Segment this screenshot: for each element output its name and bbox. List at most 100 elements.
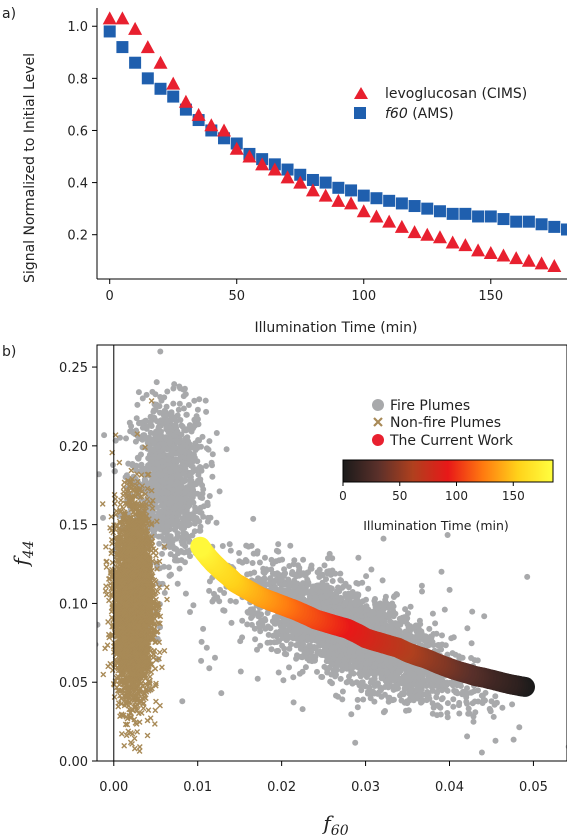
fire-plume-point <box>221 590 228 596</box>
fire-plume-point <box>320 776 326 782</box>
f60-point <box>345 184 358 197</box>
fire-plume-point <box>166 439 173 446</box>
fire-plume-point <box>330 651 337 658</box>
fire-plume-point <box>277 586 284 593</box>
fire-plume-point <box>333 588 340 595</box>
levoglucosan-point <box>344 196 359 210</box>
fire-plume-point <box>171 505 177 512</box>
fire-plume-point <box>414 686 421 693</box>
fire-plume-point <box>354 704 361 711</box>
fire-plume-point <box>327 590 333 597</box>
fire-plume-point <box>159 550 165 557</box>
panel-b-label: b) <box>2 344 16 360</box>
fire-plume-point <box>364 652 371 659</box>
fire-plume-point <box>426 625 433 632</box>
non-fire-plume-point <box>111 694 118 700</box>
fire-plume-point <box>388 658 395 665</box>
levoglucosan-point <box>305 183 320 197</box>
f60-point <box>294 168 307 181</box>
fire-plume-point <box>196 396 203 403</box>
levoglucosan-point <box>432 230 447 244</box>
fire-plume-point <box>165 564 172 571</box>
fire-plume-point <box>198 657 205 664</box>
fire-plume-point <box>478 749 485 756</box>
fire-plume-point <box>159 477 166 484</box>
fire-plume-point <box>171 545 178 552</box>
levoglucosan-point <box>255 157 270 171</box>
fire-plume-point <box>290 674 297 681</box>
fire-plume-point <box>362 660 369 667</box>
fire-plume-point <box>389 697 396 704</box>
fire-plume-point <box>155 443 162 450</box>
fire-plume-point <box>175 406 182 413</box>
fire-plume-point <box>308 587 315 594</box>
fire-plume-point <box>499 704 506 711</box>
fire-plume-point <box>492 737 499 744</box>
fire-plume-point <box>151 475 158 482</box>
fire-plume-point <box>429 684 435 691</box>
fire-plume-point <box>428 635 435 642</box>
f60-point <box>103 25 116 38</box>
fire-plume-point <box>195 437 202 443</box>
fire-plume-point <box>451 681 458 688</box>
fire-plume-point <box>384 669 391 676</box>
fire-plume-point <box>159 458 165 465</box>
fire-plume-point <box>275 669 282 676</box>
fire-plume-point <box>136 420 142 427</box>
fire-plume-point <box>151 414 158 421</box>
fire-plume-point <box>390 613 397 620</box>
levoglucosan-point <box>191 107 206 121</box>
fire-plume-point <box>187 496 194 503</box>
panel-a-x-tick-label: 0 <box>106 289 114 304</box>
fire-plume-point <box>328 671 335 678</box>
fire-plume-point <box>170 400 177 407</box>
f60-point <box>408 200 421 213</box>
fire-plume-point <box>173 438 180 445</box>
fire-plume-point <box>470 713 477 720</box>
fire-plume-point <box>321 562 328 569</box>
fire-plume-point <box>379 625 386 632</box>
fire-plume-point <box>227 597 234 604</box>
fire-plume-point <box>183 411 190 418</box>
fire-plume-point <box>182 463 188 470</box>
fire-plume-point <box>306 642 313 649</box>
fire-plume-point <box>182 559 188 566</box>
fire-plume-point <box>199 433 206 440</box>
fire-plume-point <box>407 603 414 610</box>
fire-plume-point <box>355 591 362 598</box>
fire-plume-point <box>293 573 300 580</box>
fire-plume-point <box>145 462 152 469</box>
fire-plume-point <box>380 709 387 716</box>
fire-plume-point <box>361 668 368 675</box>
fire-plume-point <box>286 664 292 671</box>
fire-plume-point <box>418 698 425 705</box>
f60-point <box>332 181 345 194</box>
fire-plume-point <box>309 635 316 641</box>
fire-plume-point <box>327 678 334 685</box>
fire-plume-point <box>423 683 430 689</box>
f60-point <box>421 202 434 215</box>
fire-plume-point <box>439 695 446 702</box>
fire-plume-point <box>387 624 394 631</box>
fire-plume-point <box>453 688 460 695</box>
fire-plume-point <box>439 632 445 639</box>
fire-plume-point <box>149 510 156 517</box>
fire-plume-point <box>206 438 213 445</box>
fire-plume-point <box>274 570 281 577</box>
fire-plume-point <box>161 537 168 544</box>
fire-plume-point <box>159 489 165 496</box>
fire-plume-point <box>138 461 145 468</box>
fire-plume-point <box>275 541 282 548</box>
fire-plume-point <box>469 689 475 696</box>
fire-plume-point <box>257 628 264 635</box>
f60-point <box>548 220 561 233</box>
fire-plume-point <box>205 446 212 453</box>
fire-plume-point <box>219 543 226 549</box>
fire-plume-point <box>178 484 185 490</box>
fire-plume-point <box>178 534 185 541</box>
fire-plume-point <box>351 600 358 607</box>
fire-plume-point <box>363 573 370 580</box>
fire-plume-point <box>392 682 399 689</box>
fire-plume-point <box>337 577 344 583</box>
